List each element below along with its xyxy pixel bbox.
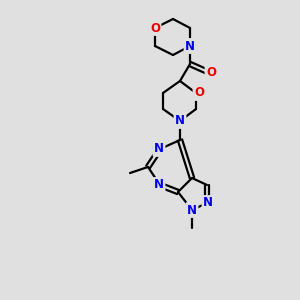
- Text: N: N: [154, 142, 164, 155]
- Text: O: O: [150, 22, 160, 34]
- Text: N: N: [154, 178, 164, 191]
- Text: N: N: [175, 115, 185, 128]
- Text: O: O: [206, 65, 216, 79]
- Text: N: N: [187, 203, 197, 217]
- Text: O: O: [194, 86, 204, 100]
- Text: N: N: [203, 196, 213, 209]
- Text: N: N: [185, 40, 195, 52]
